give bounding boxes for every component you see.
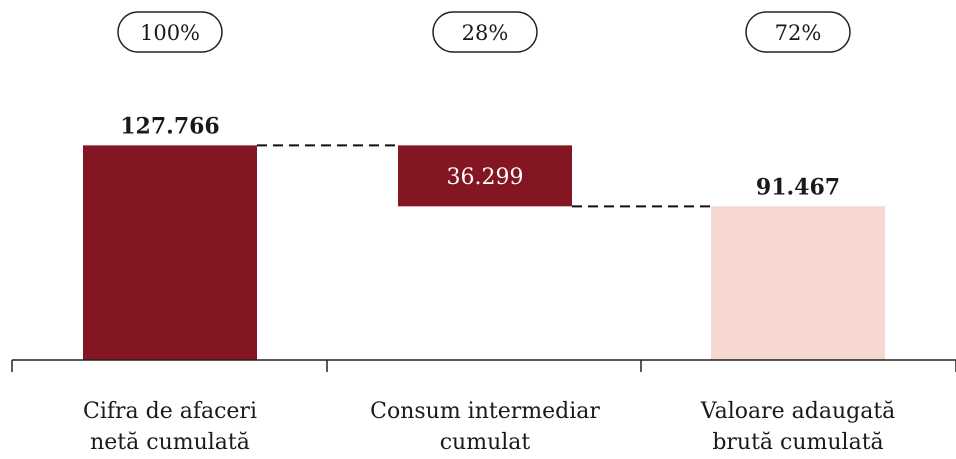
category-label-3-line-2: brută cumulată: [712, 430, 883, 455]
data-label-2: 36.299: [447, 165, 524, 190]
bar-1: [83, 145, 257, 360]
bar-3: [711, 206, 885, 360]
category-label-1-line-1: Cifra de afaceri: [83, 399, 257, 424]
data-label-3: 91.467: [756, 174, 840, 200]
data-label-1: 127.766: [120, 113, 220, 139]
category-label-2-line-2: cumulat: [440, 430, 531, 455]
category-label-1-line-2: netă cumulată: [90, 430, 250, 455]
bar-2: [398, 145, 572, 207]
category-label-2-line-1: Consum intermediar: [370, 399, 600, 424]
percent-pill-3: [745, 11, 851, 53]
percent-label-2: 28%: [462, 21, 509, 45]
percent-label-1: 100%: [140, 21, 200, 45]
percent-pill-2: [432, 11, 538, 53]
percent-label-3: 72%: [775, 21, 822, 45]
percent-pill-1: [117, 11, 223, 53]
category-label-3-line-1: Valoare adaugată: [700, 399, 896, 424]
